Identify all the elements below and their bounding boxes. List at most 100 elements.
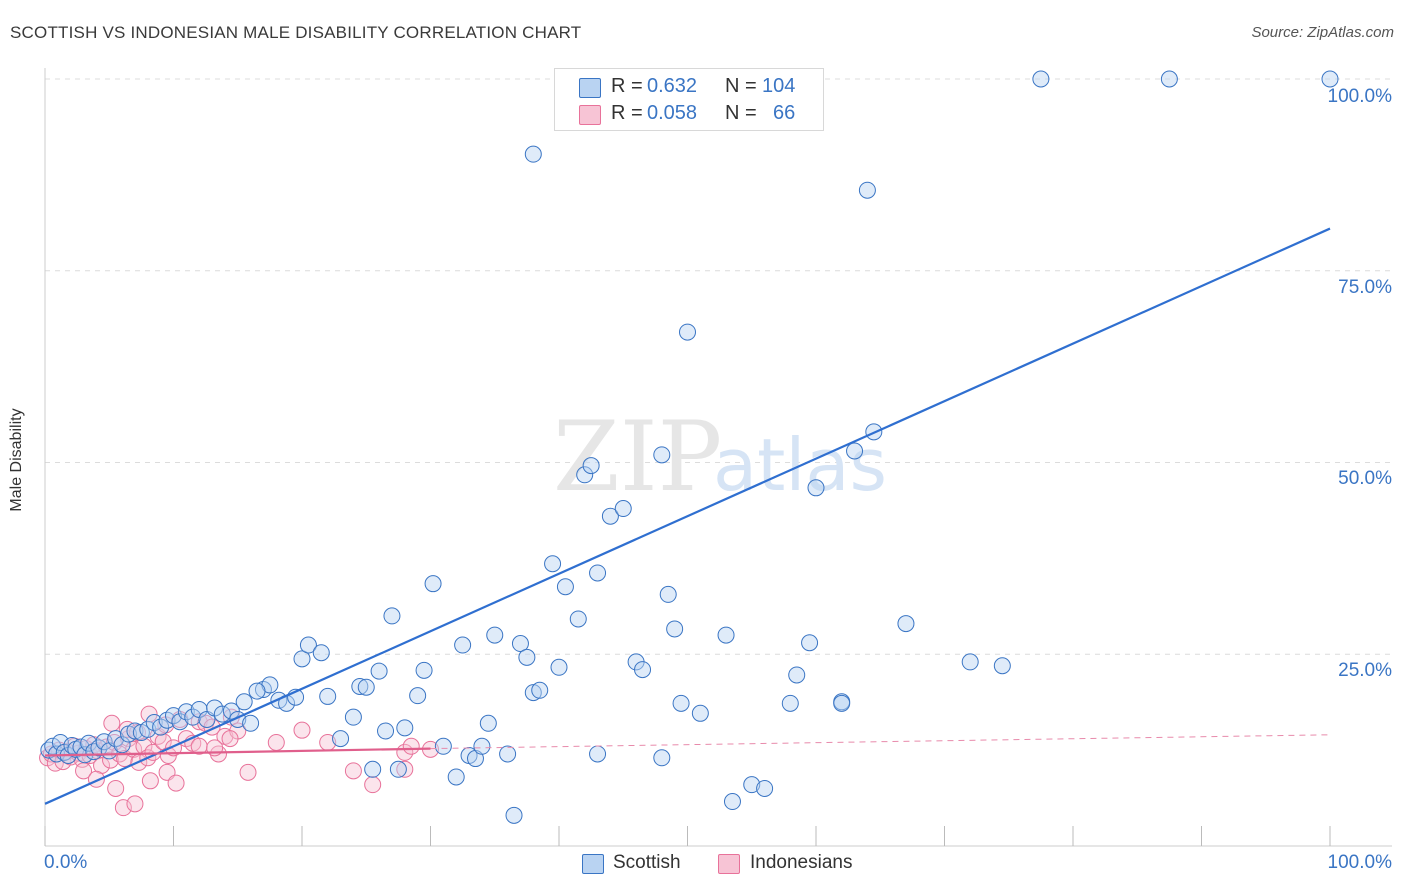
indonesians-point xyxy=(107,779,125,797)
legend-r-label: R = xyxy=(611,102,643,124)
bottom-legend-label: Indonesians xyxy=(750,852,853,873)
indonesians-point xyxy=(402,737,420,755)
scottish-point xyxy=(351,677,369,695)
scottish-point xyxy=(364,760,382,778)
grid-lines xyxy=(45,78,1392,655)
bottom-legend-swatch-pink xyxy=(718,854,740,874)
scottish-point xyxy=(653,446,671,464)
indonesians-point xyxy=(221,730,239,748)
scottish-point xyxy=(505,806,523,824)
y-tick-label: 25.0% xyxy=(1338,660,1392,681)
scottish-point xyxy=(312,644,330,662)
y-tick-label: 100.0% xyxy=(1327,86,1392,107)
scottish-point xyxy=(389,760,407,778)
scottish-point xyxy=(396,719,414,737)
legend-swatch-blue xyxy=(579,78,601,98)
legend-n-label: N = xyxy=(725,102,757,124)
scottish-point xyxy=(409,687,427,705)
indonesians-point xyxy=(364,776,382,794)
indonesians-point xyxy=(267,733,285,751)
scottish-point xyxy=(717,626,735,644)
scottish-point xyxy=(139,720,157,738)
scottish-point xyxy=(415,661,433,679)
scottish-points xyxy=(40,68,1339,824)
scottish-point xyxy=(756,779,774,797)
scottish-point xyxy=(152,718,170,736)
legend-n-value: 66 xyxy=(773,102,796,124)
scottish-point xyxy=(344,708,362,726)
watermark-zip: ZIP xyxy=(553,401,722,513)
scottish-point xyxy=(424,575,442,593)
legend-r-value: 0.058 xyxy=(647,102,698,124)
y-tick-label: 75.0% xyxy=(1338,277,1392,298)
y-axis-label: Male Disability xyxy=(8,408,25,512)
scottish-point xyxy=(113,736,131,754)
legend-row-scottish: R = 0.632 N = 104 xyxy=(555,75,823,101)
scottish-point xyxy=(370,662,388,680)
scottish-point xyxy=(479,714,497,732)
scottish-point xyxy=(801,634,819,652)
legend-swatch-pink xyxy=(579,105,601,125)
bottom-legend-label: Scottish xyxy=(613,852,681,873)
scottish-point xyxy=(961,653,979,671)
scottish-point xyxy=(679,323,696,341)
scottish-point xyxy=(672,694,690,712)
scottish-point xyxy=(524,684,542,702)
scottish-trend-line xyxy=(44,227,1331,805)
scottish-point xyxy=(743,776,761,794)
scottish-point xyxy=(531,681,549,699)
indonesians-point xyxy=(239,763,257,781)
scottish-point xyxy=(235,693,253,711)
scottish-point xyxy=(473,737,491,755)
legend-n-value: 104 xyxy=(762,75,796,97)
scottish-point xyxy=(723,793,741,811)
scottish-point xyxy=(165,707,182,725)
legend-r-label: R = xyxy=(611,75,643,97)
scottish-point xyxy=(319,687,337,705)
scottish-point xyxy=(1321,70,1339,88)
scottish-point xyxy=(434,737,452,755)
scottish-point xyxy=(486,626,504,644)
legend-n-label: N = xyxy=(725,75,757,97)
scottish-point xyxy=(454,636,472,654)
scottish-point xyxy=(447,768,465,786)
scottish-point xyxy=(242,714,260,732)
scottish-point xyxy=(107,730,125,748)
scottish-point xyxy=(332,730,350,748)
scottish-point xyxy=(1160,70,1178,88)
scottish-point xyxy=(383,607,401,625)
source-label: Source: ZipAtlas.com xyxy=(1251,24,1394,41)
indonesians-point xyxy=(167,774,185,792)
scottish-point xyxy=(634,661,652,679)
scottish-point xyxy=(691,704,709,722)
indonesians-trend-line xyxy=(44,747,431,757)
scottish-point xyxy=(807,479,825,497)
scottish-point xyxy=(659,585,677,603)
scottish-point xyxy=(569,610,587,628)
y-tick-label: 50.0% xyxy=(1338,468,1392,489)
chart-title: SCOTTISH VS INDONESIAN MALE DISABILITY C… xyxy=(10,23,582,42)
scottish-point xyxy=(993,657,1011,675)
scottish-point xyxy=(518,648,536,666)
x-tick-label: 100.0% xyxy=(1327,852,1392,873)
scottish-point xyxy=(511,635,529,653)
scottish-point xyxy=(222,702,240,720)
indonesians-point xyxy=(140,705,158,723)
scottish-point xyxy=(589,564,607,582)
scottish-point xyxy=(550,658,568,676)
scottish-point xyxy=(213,705,231,723)
scottish-point xyxy=(582,457,600,475)
indonesians-point xyxy=(344,762,362,780)
indonesians-point xyxy=(129,723,147,741)
scottish-point xyxy=(556,578,574,596)
scottish-point xyxy=(614,500,632,518)
legend-r-value: 0.632 xyxy=(647,75,698,97)
indonesians-point xyxy=(102,751,120,769)
scottish-point xyxy=(1032,70,1050,88)
indonesians-point xyxy=(103,714,121,732)
axes xyxy=(44,68,1392,847)
scottish-point xyxy=(858,181,876,199)
indonesians-trend-extension xyxy=(430,734,1331,750)
scottish-point xyxy=(833,694,851,712)
